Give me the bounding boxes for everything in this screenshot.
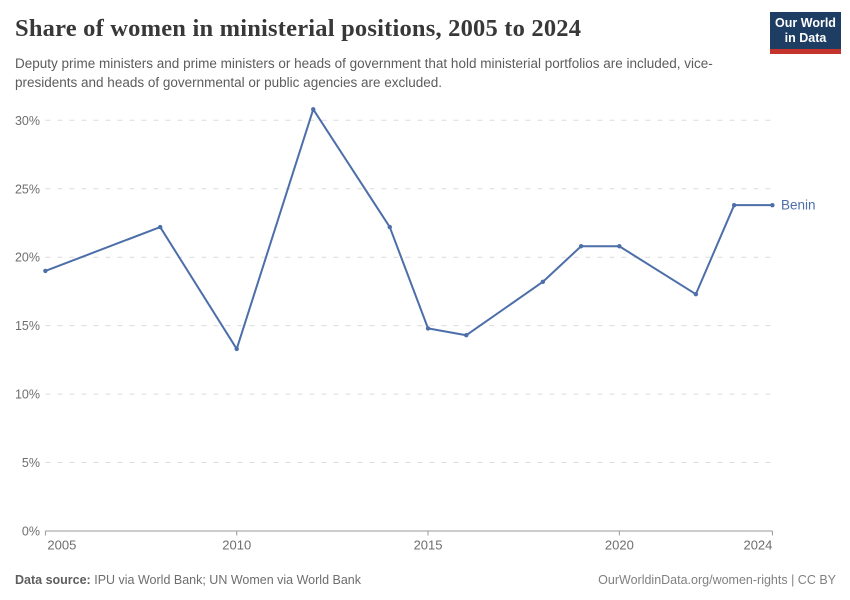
owid-logo-line1: Our World	[775, 16, 836, 30]
chart-title: Share of women in ministerial positions,…	[15, 15, 582, 42]
x-tick-label: 2010	[222, 538, 251, 553]
y-tick-label: 20%	[15, 251, 40, 265]
y-tick-label: 5%	[22, 456, 40, 470]
data-point	[731, 202, 737, 208]
data-point	[464, 333, 469, 338]
data-point	[311, 107, 316, 112]
footer-attribution: OurWorldinData.org/women-rights | CC BY	[598, 573, 836, 587]
chart-footer: Data source: IPU via World Bank; UN Wome…	[15, 573, 836, 587]
data-point	[387, 224, 392, 230]
y-tick-label: 25%	[15, 182, 40, 196]
data-point	[617, 244, 622, 249]
y-tick-label: 15%	[15, 319, 40, 333]
x-tick-label: 2020	[605, 538, 634, 553]
data-point	[578, 244, 584, 249]
y-tick-label: 0%	[22, 525, 40, 539]
y-tick-label: 10%	[15, 388, 40, 402]
owid-logo-line2: in Data	[784, 31, 827, 45]
data-point	[770, 202, 775, 208]
data-point	[425, 326, 431, 331]
data-source-text: IPU via World Bank; UN Women via World B…	[94, 573, 361, 587]
data-line-benin	[44, 108, 774, 350]
data-point	[157, 224, 163, 230]
data-source: Data source: IPU via World Bank; UN Wome…	[15, 573, 361, 587]
owid-logo-red-strip	[770, 49, 841, 54]
owid-logo: Our World in Data	[770, 12, 841, 54]
owid-logo-text: Our World in Data	[770, 12, 841, 49]
y-tick-label: 30%	[15, 114, 40, 128]
data-point	[234, 346, 239, 352]
chart-subtitle: Deputy prime ministers and prime ministe…	[15, 56, 713, 90]
data-source-label: Data source:	[15, 573, 91, 587]
x-tick-label: 2005	[47, 538, 76, 553]
x-tick-label: 2015	[414, 538, 443, 553]
data-point	[43, 268, 48, 274]
x-tick-label: 2024	[743, 538, 772, 553]
entity-label: Benin	[781, 198, 816, 213]
data-point	[540, 279, 546, 285]
data-point	[693, 291, 699, 297]
